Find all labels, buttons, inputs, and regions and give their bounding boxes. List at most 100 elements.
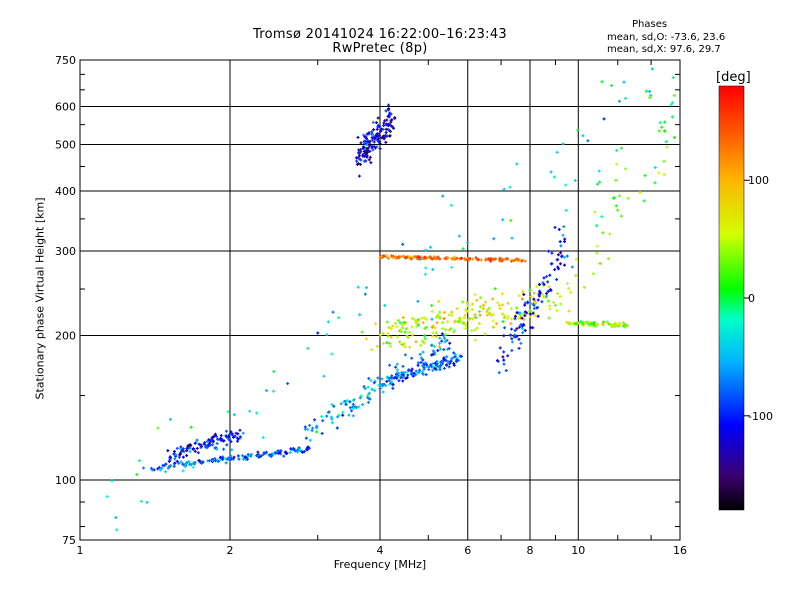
data-point (562, 225, 566, 229)
data-point (444, 333, 448, 337)
data-point (366, 385, 370, 389)
data-point (404, 327, 408, 331)
data-point (337, 316, 341, 320)
data-point (193, 462, 197, 466)
data-point (497, 371, 501, 375)
colorbar-tick-label: -100 (748, 410, 773, 423)
data-point (367, 376, 371, 380)
data-point (337, 413, 341, 417)
data-point (326, 410, 330, 414)
data-point (424, 361, 428, 365)
data-point (583, 321, 587, 325)
data-point (574, 274, 578, 277)
data-point (669, 103, 673, 107)
data-point (459, 319, 463, 323)
data-point (421, 321, 425, 325)
data-point (569, 322, 573, 326)
data-point (141, 466, 145, 470)
data-point (452, 255, 456, 259)
data-point (306, 346, 310, 350)
data-point (406, 373, 410, 377)
data-point (471, 317, 475, 321)
data-point (320, 415, 324, 419)
data-point (504, 257, 508, 261)
data-point (398, 340, 402, 344)
data-point (386, 122, 390, 126)
data-point (605, 320, 609, 324)
data-point (167, 459, 171, 463)
data-point (398, 321, 402, 325)
data-point (168, 456, 172, 460)
data-point (359, 394, 363, 398)
data-point (485, 313, 489, 317)
data-point (215, 437, 219, 441)
data-point (532, 297, 536, 301)
data-point (497, 303, 501, 307)
data-point (496, 359, 500, 363)
data-point (184, 461, 188, 465)
data-point (419, 361, 423, 365)
data-point (149, 466, 153, 470)
data-point (431, 267, 435, 271)
data-point (547, 249, 551, 253)
data-point (431, 331, 435, 335)
data-point (139, 499, 143, 503)
data-point (214, 459, 218, 463)
data-point (424, 266, 428, 270)
data-point (332, 404, 336, 408)
data-point (416, 323, 420, 327)
data-point (533, 299, 537, 303)
data-point (619, 146, 623, 150)
data-point (175, 459, 179, 463)
data-point (389, 335, 393, 339)
data-point (419, 356, 423, 360)
data-point (396, 319, 400, 323)
data-point (485, 310, 489, 314)
data-point (356, 156, 360, 160)
data-point (429, 245, 433, 249)
data-point (363, 387, 367, 391)
data-point (245, 457, 249, 461)
data-point (368, 155, 372, 159)
data-point (503, 314, 507, 318)
grid-lines (80, 60, 680, 540)
data-point (403, 330, 407, 334)
data-point (465, 301, 469, 305)
data-point (450, 265, 454, 269)
data-point (355, 162, 359, 166)
data-point (465, 258, 469, 262)
data-point (427, 368, 431, 372)
data-point (515, 162, 519, 166)
data-point (610, 324, 614, 328)
data-point (358, 313, 362, 317)
data-point (272, 370, 276, 374)
data-point (384, 140, 388, 144)
data-point (450, 313, 454, 317)
data-point (535, 285, 539, 289)
data-point (510, 337, 514, 341)
data-point (565, 254, 569, 258)
chart-subtitle: RwPretec (8p) (332, 41, 428, 56)
data-point (182, 450, 186, 454)
data-point (622, 80, 626, 84)
data-point (414, 340, 418, 344)
data-point (430, 317, 434, 321)
data-point (617, 99, 621, 103)
data-point (459, 354, 463, 358)
data-point (653, 181, 657, 185)
data-point (443, 336, 447, 340)
data-point (320, 431, 324, 435)
data-point (321, 419, 325, 423)
data-point (518, 311, 522, 315)
data-point (370, 146, 374, 150)
plot-frame (79, 59, 681, 541)
data-point (423, 337, 427, 341)
data-point (379, 255, 383, 259)
data-point (521, 291, 525, 295)
data-point (440, 339, 444, 343)
data-point (229, 440, 233, 444)
data-point (491, 325, 495, 329)
data-point (161, 463, 165, 467)
data-point (208, 438, 212, 442)
data-point (447, 347, 451, 351)
